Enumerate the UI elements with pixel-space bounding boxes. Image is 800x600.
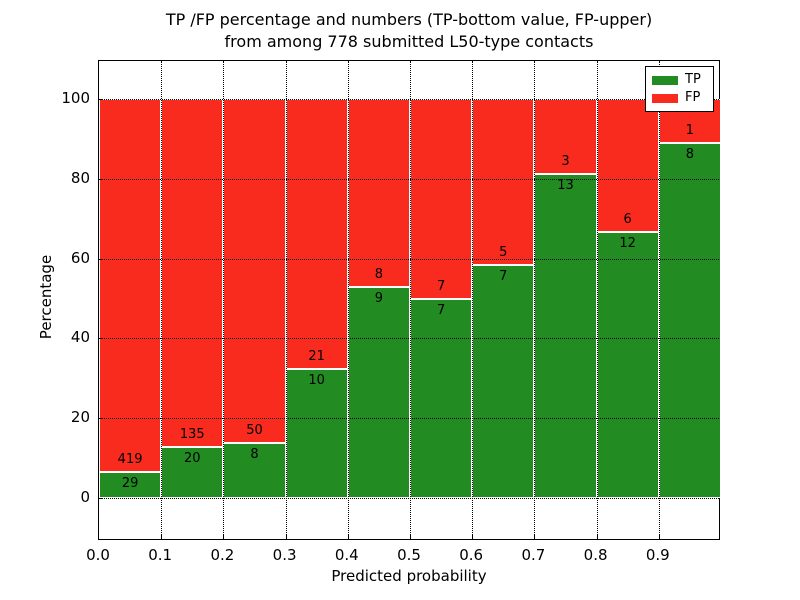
legend: TP FP (645, 66, 714, 112)
chart-title-line2: from among 778 submitted L50-type contac… (224, 32, 594, 51)
x-tick-label: 0.6 (459, 546, 484, 564)
tp-swatch-icon (652, 75, 678, 85)
fp-count-label: 1 (685, 123, 695, 139)
x-tick-mark (410, 535, 411, 539)
x-tick-mark (161, 535, 163, 539)
bar-segment-tp (347, 286, 410, 498)
tp-count-label: 20 (184, 450, 201, 466)
x-tick-label: 0.2 (210, 546, 235, 564)
legend-item-fp: FP (652, 91, 707, 105)
y-gridline (99, 418, 719, 420)
x-axis-label: Predicted probability (331, 567, 487, 585)
y-tick-label: 20 (70, 408, 90, 427)
legend-label-tp: TP (685, 72, 701, 87)
fp-count-label: 7 (436, 278, 446, 294)
bar-segment-tp (99, 472, 162, 498)
x-tick-mark (534, 535, 536, 539)
y-tick-label: 0 (80, 488, 90, 506)
x-gridline (658, 61, 660, 539)
x-tick-label: 0.4 (334, 546, 359, 564)
x-tick-label: 0.8 (583, 546, 608, 564)
x-gridline (285, 61, 287, 539)
fp-count-label: 6 (623, 212, 632, 227)
legend-label-fp: FP (685, 90, 701, 105)
y-tick-label: 60 (70, 248, 90, 267)
x-gridline (472, 61, 474, 539)
y-tick-mark (99, 418, 103, 420)
y-gridline (99, 498, 719, 499)
y-axis-label: Percentage (37, 254, 55, 340)
x-tick-mark (285, 535, 287, 539)
x-tick-label: 0.9 (645, 546, 670, 564)
x-tick-mark (658, 535, 660, 539)
tp-count-label: 8 (685, 147, 695, 163)
y-gridline (99, 258, 719, 260)
bar-segment-tp (410, 298, 473, 498)
y-tick-mark (99, 99, 103, 100)
tp-count-label: 7 (499, 269, 508, 285)
tp-count-label: 29 (121, 476, 139, 492)
y-tick-label: 100 (61, 89, 90, 107)
fp-count-label: 5 (499, 245, 508, 261)
x-tick-mark (596, 535, 598, 539)
bar-segment-tp (658, 143, 721, 498)
x-tick-mark (223, 535, 225, 539)
x-gridline (347, 61, 349, 539)
fp-count-label: 135 (179, 426, 205, 442)
x-tick-label: 0.1 (148, 546, 173, 564)
bar-segment-fp (410, 99, 473, 299)
fp-swatch-icon (652, 93, 678, 103)
x-gridline (596, 61, 598, 539)
bar-segment-fp (285, 99, 348, 370)
fp-count-label: 8 (374, 266, 384, 282)
y-gridline (99, 99, 719, 100)
bar-segment-tp (596, 232, 659, 498)
x-tick-label: 0.7 (521, 546, 546, 564)
plot-area: 419 29 135 20 50 8 21 10 8 9 7 7 5 7 3 13 6 12 1 8 (98, 60, 721, 540)
x-gridline (161, 61, 163, 539)
bar-segment-fp (223, 99, 286, 443)
bar-segment-fp (161, 99, 224, 447)
y-tick-mark (99, 338, 103, 340)
y-tick-label: 40 (70, 328, 90, 347)
bar-segment-tp (161, 446, 224, 498)
bar-segment-fp (99, 99, 162, 473)
y-gridline (99, 338, 719, 340)
fp-count-label: 50 (246, 422, 263, 438)
fp-count-label: 3 (561, 153, 570, 169)
x-tick-label: 0.3 (272, 546, 297, 564)
bar-segment-tp (285, 369, 348, 498)
legend-item-tp: TP (652, 73, 707, 87)
x-tick-label: 0.0 (86, 546, 110, 564)
tp-count-label: 12 (619, 236, 636, 251)
x-gridline (410, 61, 411, 539)
tp-count-label: 10 (308, 373, 325, 389)
x-tick-label: 0.5 (397, 546, 421, 564)
chart-title-line1: TP /FP percentage and numbers (TP-bottom… (165, 10, 653, 29)
chart-title: TP /FP percentage and numbers (TP-bottom… (98, 9, 720, 53)
tp-count-label: 13 (557, 177, 574, 193)
tp-count-label: 7 (436, 302, 446, 318)
x-tick-mark (472, 535, 474, 539)
y-tick-mark (99, 178, 103, 180)
bar-segment-fp (472, 99, 535, 266)
y-tick-mark (99, 258, 103, 260)
x-gridline (223, 61, 225, 539)
y-tick-mark (99, 498, 103, 499)
fp-count-label: 21 (308, 349, 325, 365)
bar-segment-tp (534, 173, 597, 498)
y-gridline (99, 178, 719, 180)
tp-count-label: 8 (250, 446, 259, 462)
y-tick-label: 80 (70, 168, 90, 187)
x-gridline (534, 61, 536, 539)
bar-segment-tp (472, 265, 535, 498)
tp-count-label: 9 (374, 290, 384, 306)
fp-count-label: 419 (117, 452, 143, 468)
x-tick-mark (347, 535, 349, 539)
